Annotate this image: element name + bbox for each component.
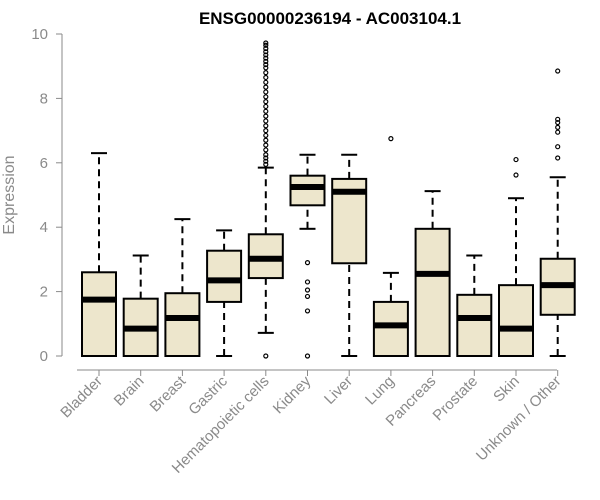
outlier-point	[263, 74, 269, 81]
outlier-point	[263, 123, 269, 129]
outlier-point	[263, 353, 269, 359]
box-5	[289, 153, 326, 359]
outlier-point	[304, 287, 311, 293]
x-tick-label: Liver	[321, 373, 356, 408]
outlier-point	[263, 142, 269, 148]
outlier-point	[513, 172, 519, 178]
box-iqr	[456, 293, 493, 358]
outlier-point	[263, 103, 269, 110]
outlier-point	[555, 155, 561, 161]
outlier-point	[555, 68, 561, 74]
y-tick-label: 6	[40, 155, 48, 172]
outlier-point	[304, 293, 311, 300]
outlier-point	[263, 132, 269, 139]
box-iqr	[289, 174, 326, 207]
outlier-point	[263, 70, 269, 76]
outlier-point	[555, 129, 561, 135]
box-7	[372, 136, 409, 357]
outlier-point	[263, 108, 269, 114]
y-axis-ticks: 0 2 4 6 8 10	[31, 26, 62, 365]
outlier-point	[263, 152, 269, 158]
y-tick-label: 8	[40, 90, 48, 107]
box-11	[539, 68, 576, 357]
box-iqr	[164, 292, 201, 357]
box-2	[164, 218, 201, 357]
outlier-point	[304, 260, 311, 266]
box-10	[498, 156, 534, 357]
outlier-point	[263, 49, 269, 55]
outlier-point	[263, 42, 269, 48]
box-iqr	[498, 284, 534, 357]
outlier-point	[304, 353, 311, 359]
chart-title: ENSG00000236194 - AC003104.1	[199, 9, 461, 28]
outlier-point	[263, 94, 269, 100]
outlier-point	[263, 161, 269, 168]
outlier-point	[263, 79, 269, 85]
outlier-point	[263, 99, 269, 105]
box-iqr	[372, 300, 409, 357]
y-tick-label: 0	[40, 348, 48, 365]
box-6	[331, 153, 368, 357]
outlier-point	[263, 155, 269, 161]
box-1	[122, 254, 159, 357]
box-3	[206, 229, 243, 357]
outlier-point	[263, 65, 269, 71]
outlier-point	[513, 156, 519, 163]
x-tick-label: Skin	[490, 373, 523, 406]
outlier-point	[263, 45, 269, 52]
outlier-point	[263, 40, 269, 46]
x-tick-label: Prostate	[430, 373, 482, 425]
x-tick-label: Breast	[147, 372, 190, 415]
y-tick-label: 2	[40, 284, 48, 301]
outlier-point	[304, 308, 311, 314]
outlier-point	[263, 89, 269, 95]
box-iqr	[206, 249, 243, 303]
box-9	[456, 254, 493, 358]
outlier-point	[304, 279, 311, 285]
outlier-point	[263, 158, 269, 164]
x-tick-label: Lung	[362, 373, 398, 409]
y-axis-label: Expression	[1, 155, 18, 234]
outlier-point	[263, 118, 269, 124]
outlier-point	[263, 52, 269, 58]
outlier-point	[263, 61, 269, 68]
outlier-point	[263, 84, 269, 90]
box-iqr	[414, 227, 451, 357]
outlier-point	[263, 58, 269, 64]
x-tick-label: Bladder	[57, 373, 106, 422]
box-8	[414, 190, 451, 357]
outlier-point	[388, 136, 394, 142]
outlier-point	[263, 137, 269, 143]
y-tick-label: 4	[40, 219, 48, 236]
outlier-point	[263, 147, 269, 153]
box-4	[247, 40, 284, 359]
box-series	[81, 40, 576, 359]
x-tick-label: Kidney	[270, 372, 315, 417]
x-tick-label: Brain	[111, 373, 148, 410]
outlier-point	[263, 113, 269, 119]
outlier-point	[555, 124, 561, 130]
outlier-point	[263, 55, 269, 61]
box-0	[81, 152, 117, 357]
y-tick-label: 10	[31, 26, 48, 43]
box-iqr	[81, 271, 117, 357]
outlier-point	[263, 128, 269, 134]
outlier-point	[555, 119, 561, 126]
outlier-point	[555, 144, 561, 150]
outlier-point	[555, 116, 561, 122]
